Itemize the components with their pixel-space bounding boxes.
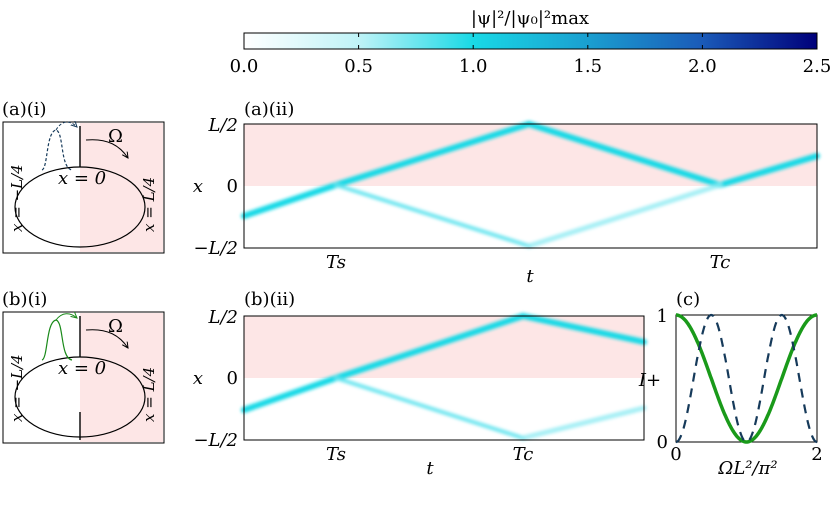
colorbar-tick-4: 2.0 [688, 56, 717, 77]
panel-a-ii-ytick-mid: 0 [227, 176, 238, 197]
panel-c-ytick-1: 1 [657, 306, 668, 327]
panel-c: (c) 1 0 0 2 ΩL²/π² I+ [638, 289, 823, 479]
panel-a-ii-ylabel: x [193, 176, 203, 197]
panel-a-ii-xtick-tc: Tc [710, 252, 731, 273]
panel-a-ii-frame [243, 123, 818, 249]
ring-b-top-label: x = 0 [58, 358, 106, 379]
omega-arrow-b [85, 329, 128, 348]
colorbar: |ψ|²/|ψ₀|²max 0.0 0.5 1.0 1.5 2.0 2.5 [230, 8, 831, 77]
panel-b-ii-frame [243, 315, 645, 441]
ring-a-left-label: x = −L/4 [8, 164, 26, 232]
panel-b-ii-density [241, 313, 647, 441]
panel-b-ii-label: (b)(ii) [244, 289, 295, 310]
panel-c-plot [675, 313, 818, 444]
panel-a-ii-density [241, 121, 820, 249]
omega-label-b: Ω [108, 316, 123, 337]
panel-a-ii-shading [244, 124, 817, 186]
omega-arrow-a [85, 139, 128, 158]
omega-label-a: Ω [108, 126, 123, 147]
ring-b-right-label: x = L/4 [140, 367, 158, 422]
ring-b-left-label: x = −L/4 [8, 354, 26, 422]
colorbar-title: |ψ|²/|ψ₀|²max [471, 8, 589, 29]
panel-b-i: (b)(i) Ω x = 0 x = −L/4 x = L/4 [2, 289, 165, 444]
panel-a-ii: (a)(ii) L/2 0 −L/2 x Ts Tc t [193, 99, 820, 287]
ring-a-right-label: x = L/4 [140, 177, 158, 232]
panel-b-ii-ytick-bot: −L/2 [193, 430, 238, 451]
panel-a-i-shading [80, 123, 163, 252]
colorbar-tick-5: 2.5 [803, 56, 831, 77]
colorbar-tick-2: 1.0 [459, 56, 488, 77]
panel-a-ii-ytick-top: L/2 [208, 115, 238, 136]
colorbar-tick-1: 0.5 [344, 56, 373, 77]
colorbar-tick-3: 1.5 [573, 56, 602, 77]
wavepacket-a [41, 129, 73, 171]
panel-a-ii-xlabel: t [526, 266, 534, 287]
panel-a-i: (a)(i) Ω x = 0 x = −L/4 x = L/4 [2, 99, 165, 254]
panel-b-i-label: (b)(i) [2, 289, 47, 310]
panel-a-i-label: (a)(i) [2, 99, 47, 120]
panel-b-ii-shading [244, 316, 644, 378]
panel-b-ii: (b)(ii) L/2 0 −L/2 x Ts Tc t [193, 289, 647, 479]
ring-a-top-label: x = 0 [58, 168, 106, 189]
arrow-a-dashed [55, 122, 77, 131]
panel-c-ytick-0: 0 [657, 432, 668, 453]
panel-c-ylabel: I+ [638, 370, 661, 391]
panel-c-label: (c) [676, 289, 700, 310]
colorbar-gradient [243, 32, 818, 50]
panel-c-xlabel: ΩL²/π² [717, 458, 777, 479]
panel-a-ii-xtick-ts: Ts [326, 252, 346, 273]
colorbar-ticks [358, 33, 703, 49]
panel-b-ii-xtick-ts: Ts [326, 444, 346, 465]
panel-b-ii-ylabel: x [193, 368, 203, 389]
panel-a-ii-label: (a)(ii) [244, 99, 294, 120]
panel-b-ii-ytick-top: L/2 [208, 307, 238, 328]
panel-c-series-dashed [675, 313, 818, 444]
panel-b-ii-xtick-tc: Tc [513, 444, 534, 465]
panel-c-frame [675, 314, 818, 443]
panel-a-ii-ytick-bot: −L/2 [193, 238, 238, 259]
panel-c-xtick-0: 0 [670, 444, 681, 465]
panel-c-xtick-2: 2 [811, 444, 822, 465]
panel-b-ii-ytick-mid: 0 [227, 368, 238, 389]
arrow-b-green [55, 314, 77, 321]
panel-b-ii-xlabel: t [426, 458, 434, 479]
panel-b-i-shading [80, 313, 163, 442]
colorbar-tick-0: 0.0 [230, 56, 259, 77]
